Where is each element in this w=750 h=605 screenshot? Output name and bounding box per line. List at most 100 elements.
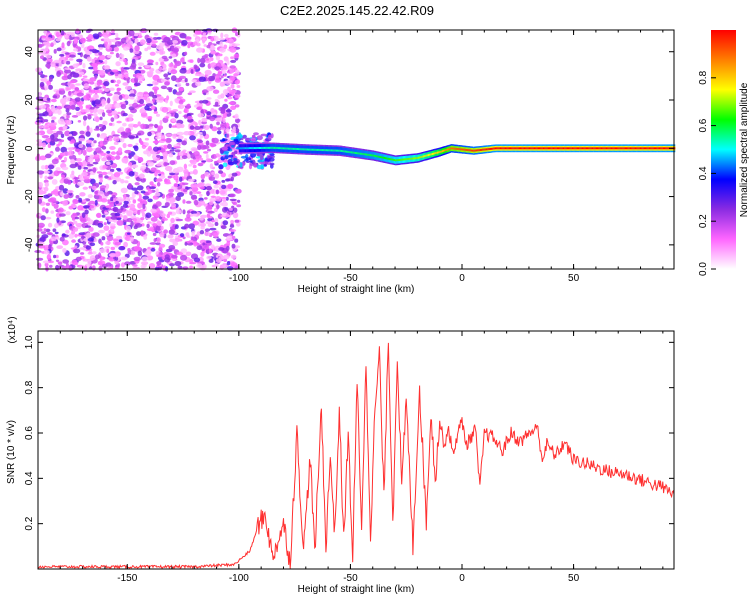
noise-blob [202, 242, 206, 246]
noise-blob [159, 51, 164, 55]
noise-blob [146, 83, 154, 87]
ridge-core [436, 151, 438, 154]
noise-blob [90, 142, 95, 147]
noise-blob [214, 35, 219, 42]
ridge-core [628, 147, 630, 150]
noise-blob [104, 104, 109, 110]
noise-blob [109, 87, 115, 92]
noise-blob [146, 71, 154, 75]
noise-blob [112, 95, 117, 102]
noise-blob [98, 47, 103, 50]
ridge-core [570, 147, 572, 150]
noise-blob [169, 160, 176, 166]
ridge-core [407, 158, 409, 160]
ridge-core [309, 148, 311, 151]
noise-blob [63, 151, 70, 156]
noise-blob [226, 245, 230, 251]
noise-blob [216, 121, 220, 126]
noise-blob [99, 116, 103, 121]
ridge-core [395, 159, 397, 162]
noise-blob [137, 209, 141, 215]
noise-blob [205, 158, 212, 163]
noise-blob [203, 124, 210, 131]
noise-blob [229, 229, 237, 232]
noise-blob [66, 40, 71, 47]
ridge-core [536, 147, 539, 150]
noise-blob [230, 262, 238, 267]
ridge-core [589, 147, 591, 150]
noise-blob [175, 209, 182, 215]
noise-blob [96, 81, 102, 87]
noise-blob [224, 207, 229, 211]
ridge-core [601, 147, 603, 150]
noise-blob [144, 47, 149, 52]
noise-blob [147, 221, 152, 224]
ridge-core [415, 157, 417, 160]
noise-blob [62, 125, 68, 130]
ridge-core [650, 147, 652, 150]
noise-blob [185, 232, 190, 237]
ridge-core [633, 147, 636, 150]
ridge-core [433, 152, 435, 155]
noise-blob [44, 85, 49, 91]
noise-blob [231, 243, 236, 249]
noise-blob [37, 125, 43, 129]
noise-blob [197, 141, 204, 146]
noise-blob [213, 232, 219, 238]
ridge-core [298, 148, 300, 151]
noise-blob [114, 84, 120, 87]
noise-blob [179, 233, 185, 238]
noise-blob [110, 246, 116, 251]
ridge-core [572, 147, 574, 150]
ridge-core [502, 147, 504, 150]
noise-blob [136, 132, 142, 136]
noise-blob [59, 139, 65, 143]
noise-blob [169, 222, 173, 228]
noise-blob [160, 225, 164, 231]
noise-blob [115, 235, 123, 239]
ridge-core [441, 150, 444, 153]
noise-blob [195, 81, 202, 87]
noise-blob [36, 257, 44, 261]
ridge-core [293, 147, 295, 150]
noise-blob [77, 165, 82, 170]
noise-blob [169, 149, 175, 152]
noise-blob [209, 62, 218, 68]
ridge-core [584, 147, 586, 150]
noise-blob [125, 176, 130, 179]
ridge-core [335, 149, 338, 152]
noise-blob [152, 94, 158, 99]
noise-blob [191, 121, 198, 125]
ridge-core [492, 147, 494, 150]
noise-blob [153, 146, 159, 152]
noise-blob [197, 57, 201, 64]
ridge-core [544, 147, 546, 150]
ridge-core [275, 147, 277, 149]
noise-blob [162, 67, 167, 71]
noise-blob [197, 113, 205, 118]
noise-blob [176, 138, 183, 143]
noise-blob [214, 78, 222, 83]
ridge-core [503, 147, 505, 150]
noise-blob [109, 146, 116, 150]
ridge-core [296, 148, 299, 150]
ridge-core [386, 157, 388, 160]
noise-blob [82, 78, 89, 82]
noise-blob [91, 251, 97, 255]
noise-blob [47, 164, 55, 170]
noise-blob [57, 261, 63, 265]
ridge-core [438, 151, 440, 154]
noise-blob [220, 122, 227, 128]
noise-blob [216, 203, 220, 210]
noise-blob [56, 217, 60, 223]
ridge-core [507, 147, 509, 150]
ridge-core [619, 147, 621, 150]
ridge-core [603, 147, 605, 150]
ridge-core [318, 148, 320, 151]
ridge-core [341, 150, 343, 152]
noise-blob [175, 195, 181, 202]
noise-blob [217, 213, 223, 220]
noise-blob [155, 188, 159, 193]
noise-blob [132, 145, 138, 149]
noise-blob [209, 116, 216, 122]
